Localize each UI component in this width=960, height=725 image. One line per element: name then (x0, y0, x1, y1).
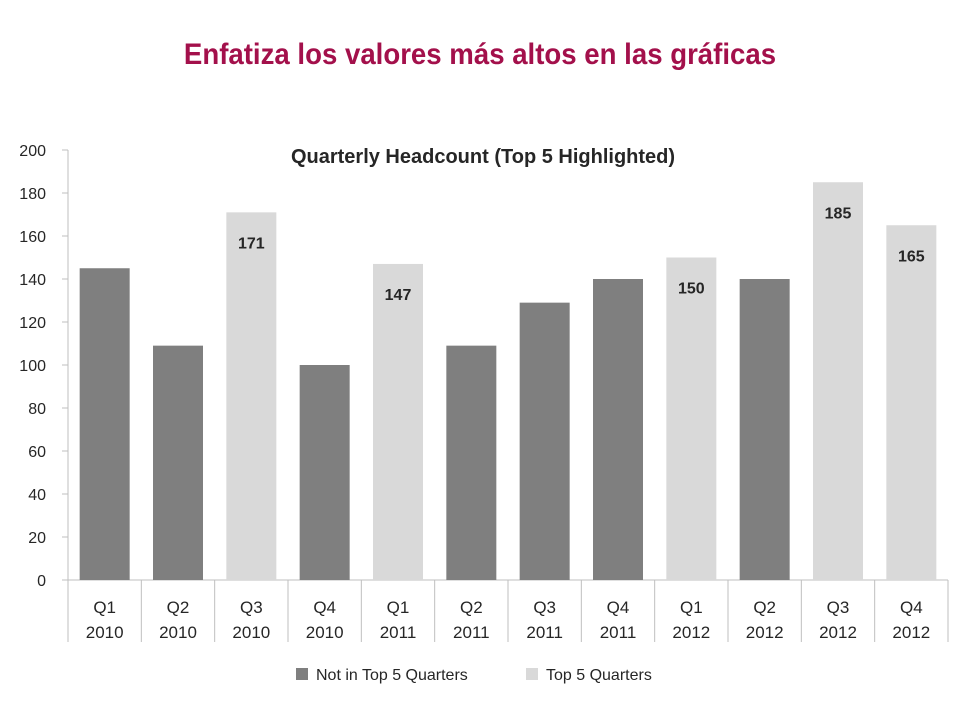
legend-label-not-top5: Not in Top 5 Quarters (316, 667, 468, 684)
bar-not-top5 (593, 279, 643, 580)
bar-data-label: 150 (678, 281, 705, 298)
x-tick-label-year: 2010 (86, 623, 124, 642)
y-tick-label: 0 (37, 573, 46, 590)
x-tick-label-quarter: Q2 (460, 598, 483, 617)
y-tick-label: 20 (28, 530, 46, 547)
x-tick-label-year: 2012 (892, 623, 930, 642)
x-tick-label-year: 2012 (819, 623, 857, 642)
x-tick-label-year: 2010 (159, 623, 197, 642)
x-tick-label-year: 2010 (306, 623, 344, 642)
bar-not-top5 (299, 365, 350, 580)
y-tick-label: 120 (19, 315, 46, 332)
chart-title: Quarterly Headcount (Top 5 Highlighted) (291, 146, 675, 168)
bar-top5 (813, 182, 863, 580)
y-tick-label: 180 (19, 186, 46, 203)
chart-legend: Not in Top 5 Quarters Top 5 Quarters (296, 667, 652, 684)
bar-top5 (373, 263, 423, 580)
x-tick-label-quarter: Q4 (900, 598, 923, 617)
x-tick-label-quarter: Q2 (167, 598, 190, 617)
legend-label-top5: Top 5 Quarters (546, 667, 652, 684)
x-tick-label-quarter: Q4 (313, 598, 336, 617)
x-tick-label-quarter: Q3 (533, 598, 556, 617)
bar-top5 (226, 212, 277, 580)
chart-axes: 0 20 40 60 80 100 120 140 160 180 200 Q1 2010 Q2 2010 Q… (19, 143, 949, 642)
chart-data-labels: 171 147 150 185 165 (238, 205, 925, 304)
x-tick-label-quarter: Q3 (240, 598, 263, 617)
legend-swatch-top5 (526, 668, 538, 680)
x-tick-label-quarter: Q1 (93, 598, 116, 617)
bar-top5 (666, 257, 717, 580)
x-tick-label-year: 2011 (453, 623, 490, 642)
x-tick-label-quarter: Q4 (607, 598, 630, 617)
x-tick-label-year: 2012 (672, 623, 710, 642)
bar-data-label: 165 (898, 248, 925, 265)
bar-data-label: 147 (385, 287, 412, 304)
bar-not-top5 (79, 268, 130, 580)
legend-swatch-not-top5 (296, 668, 308, 680)
y-tick-label: 160 (19, 229, 46, 246)
y-tick-label: 60 (28, 444, 46, 461)
y-tick-label: 40 (28, 487, 46, 504)
x-tick-label-quarter: Q2 (753, 598, 776, 617)
bar-not-top5 (519, 302, 570, 580)
x-tick-label-quarter: Q3 (827, 598, 850, 617)
bar-top5 (886, 225, 937, 580)
bar-not-top5 (446, 345, 497, 580)
x-tick-label-quarter: Q1 (680, 598, 703, 617)
y-tick-label: 80 (28, 401, 46, 418)
y-tick-label: 200 (19, 143, 46, 160)
y-tick-label: 140 (19, 272, 46, 289)
x-tick-label-year: 2011 (380, 623, 417, 642)
y-tick-label: 100 (19, 358, 46, 375)
x-tick-label-year: 2012 (746, 623, 784, 642)
bar-not-top5 (739, 279, 790, 580)
x-tick-label-quarter: Q1 (387, 598, 410, 617)
bar-data-label: 185 (825, 205, 852, 222)
x-tick-label-year: 2011 (526, 623, 563, 642)
slide-title: Enfatiza los valores más altos en las gr… (183, 38, 777, 71)
chart-bars (79, 182, 937, 580)
bar-data-label: 171 (238, 235, 265, 252)
x-tick-label-year: 2010 (232, 623, 270, 642)
bar-not-top5 (153, 345, 203, 580)
x-tick-label-year: 2011 (600, 623, 637, 642)
